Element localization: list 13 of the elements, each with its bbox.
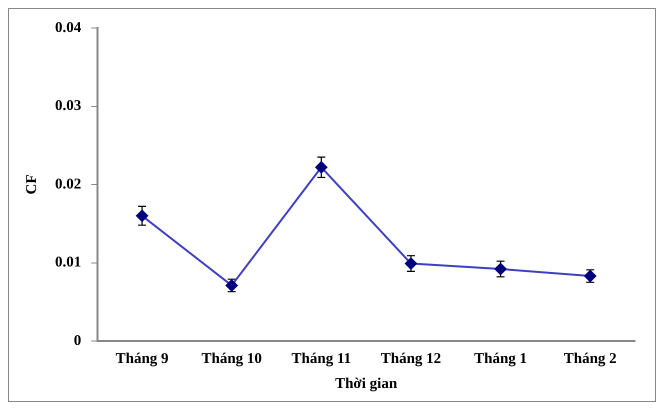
y-tick-label: 0.02 [55, 176, 82, 192]
x-tick-label: Tháng 9 [116, 350, 169, 367]
y-tick-label: 0.03 [55, 98, 82, 114]
x-tick-label: Tháng 2 [564, 350, 617, 367]
y-tick-label: 0 [74, 332, 82, 349]
y-tick-label: 0.01 [55, 254, 82, 271]
x-axis-title: Thời gian [335, 376, 398, 392]
y-axis-title: CF [24, 174, 40, 194]
x-tick-label: Tháng 11 [292, 350, 352, 367]
y-tick-label: 0.04 [55, 20, 82, 36]
x-tick-label: Tháng 10 [201, 350, 262, 367]
x-tick-label: Tháng 1 [474, 350, 528, 367]
x-tick-label: Tháng 12 [380, 350, 442, 367]
